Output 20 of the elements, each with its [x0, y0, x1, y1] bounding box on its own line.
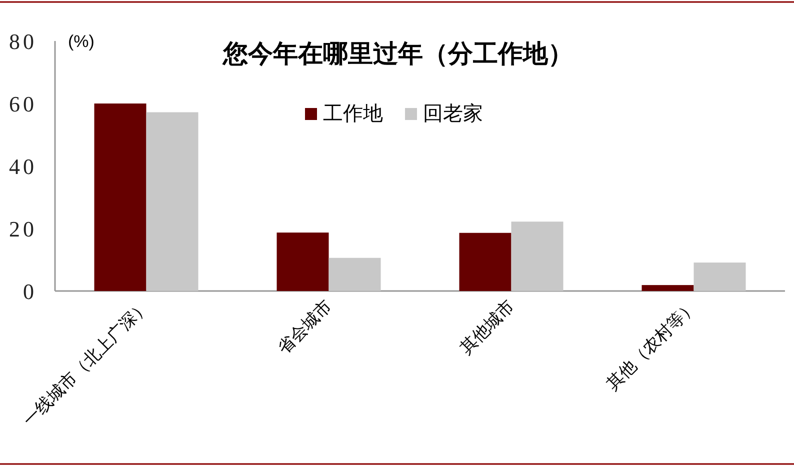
chart-title: 您今年在哪里过年（分工作地）	[222, 40, 573, 68]
bar	[328, 258, 381, 291]
y-axis-title: (%)	[68, 32, 94, 51]
x-tick-label: 省会城市	[274, 296, 336, 358]
legend-label: 回老家	[423, 103, 483, 125]
bar	[511, 222, 564, 291]
bar	[94, 104, 146, 291]
bar	[459, 232, 512, 291]
bar	[642, 285, 694, 291]
legend-label: 工作地	[323, 103, 383, 125]
bar	[276, 232, 329, 291]
x-tick-label: 其他城市	[456, 296, 518, 358]
y-tick-label: 40	[9, 154, 37, 179]
bar	[146, 112, 198, 291]
bar	[694, 262, 746, 291]
y-tick-label: 20	[9, 216, 37, 242]
y-tick-label: 0	[23, 279, 37, 304]
y-tick-label: 60	[9, 92, 37, 116]
y-tick-label: 80	[9, 29, 37, 54]
x-tick-label: 其他（农村等）	[603, 296, 701, 394]
